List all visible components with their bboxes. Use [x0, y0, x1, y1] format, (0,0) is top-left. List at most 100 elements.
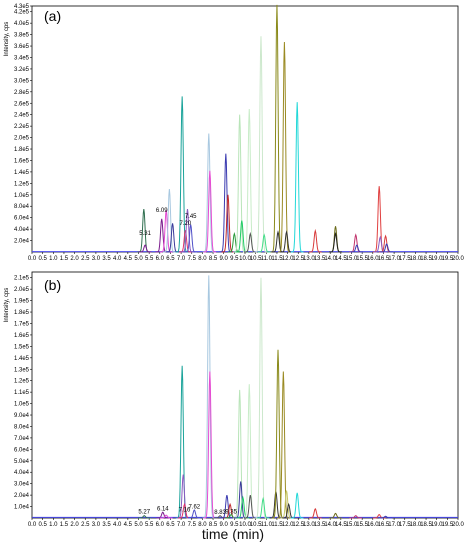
y-tick-label: 1.0e5 [14, 402, 30, 408]
chromatogram-peak [156, 511, 170, 519]
y-tick-label: 2.6e5 [14, 101, 30, 107]
x-tick-label: 4.5 [124, 522, 133, 528]
x-tick-label: 11.0 [261, 256, 273, 262]
x-tick-label: 8.5 [209, 522, 218, 528]
peak-retention-label: 7.62 [188, 504, 200, 510]
peak-retention-label: 7.45 [185, 214, 197, 220]
panel-label: (b) [44, 277, 61, 293]
chromatogram-peak [138, 244, 152, 253]
panel-a-chromatogram: 2.0e4 4.0e4 6.0e4 8.0e4 1.0e5 1.2e5 1.4e5 1.6e5… [4, 4, 464, 262]
y-tick-label: 4.3e5 [14, 4, 30, 10]
x-tick-label: 1.0 [49, 522, 58, 528]
chromatogram-peak [244, 231, 257, 253]
y-tick-label: 1.1e5 [14, 390, 30, 396]
x-tick-label: 7.5 [188, 256, 197, 262]
chromatogram-peak [380, 243, 393, 253]
peak-retention-label: 5.31 [139, 231, 151, 237]
chromatogram-peak [270, 4, 284, 253]
chromatogram-peak [308, 507, 322, 519]
x-tick-label: 0.5 [38, 522, 47, 528]
x-tick-label: 18.5 [420, 256, 432, 262]
x-tick-label: 18.5 [420, 522, 432, 528]
x-tick-label: 15.0 [346, 522, 358, 528]
y-tick-label: 7.0e4 [14, 436, 30, 442]
y-tick-label: 2.0e4 [14, 493, 30, 499]
peak-retention-label: 9.35 [225, 509, 237, 515]
chromatogram-peak [290, 102, 304, 253]
y-tick-label: 3.0e5 [14, 78, 30, 84]
chromatogram-peak [181, 209, 194, 253]
y-tick-label: 1.2e5 [14, 379, 30, 385]
chromatogram-peak [244, 495, 257, 519]
x-tick-label: 20.0 [452, 256, 464, 262]
x-tick-label: 16.5 [378, 522, 390, 528]
y-tick-label: 2.8e5 [14, 90, 30, 96]
x-tick-label: 19.0 [431, 256, 443, 262]
y-tick-label: 3.4e5 [14, 55, 30, 61]
y-tick-label: 9.0e4 [14, 413, 30, 419]
chromatogram-peak [308, 228, 322, 253]
x-tick-label: 12.5 [292, 256, 304, 262]
chromatogram-peak [256, 496, 270, 519]
x-tick-label: 2.5 [81, 256, 90, 262]
x-tick-label: 5.5 [145, 522, 154, 528]
x-tick-label: 6.5 [166, 256, 175, 262]
x-tick-label: 9.0 [220, 256, 229, 262]
peak-retention-label: 7.16 [179, 508, 191, 514]
x-tick-label: 6.5 [166, 522, 175, 528]
y-tick-label: 1.9e5 [14, 299, 30, 305]
y-tick-label: 1.7e5 [14, 321, 30, 327]
chromatogram-peak [159, 210, 173, 253]
chromatogram-peak [203, 170, 217, 253]
y-tick-label: 1.0e5 [14, 193, 30, 199]
peak-retention-label: 6.14 [157, 507, 169, 513]
y-tick-label: 4.0e4 [14, 470, 30, 476]
y-tick-label: 1.2e5 [14, 181, 30, 187]
x-tick-label: 0.0 [28, 256, 37, 262]
x-tick-label: 8.0 [198, 256, 207, 262]
y-tick-label: 3.2e5 [14, 67, 30, 73]
x-tick-label: 19.5 [442, 522, 454, 528]
x-tick-label: 17.5 [399, 256, 411, 262]
x-tick-label: 8.5 [209, 256, 218, 262]
x-tick-label: 10.0 [239, 522, 251, 528]
y-tick-label: 1.8e5 [14, 310, 30, 316]
x-tick-label: 15.5 [356, 522, 368, 528]
x-tick-label: 3.0 [92, 256, 101, 262]
chromatogram-peak [155, 218, 169, 253]
chromatogram-peak [329, 231, 342, 253]
x-tick-label: 3.0 [92, 522, 101, 528]
plot-frame [31, 5, 459, 253]
y-tick-label: 1.4e5 [14, 170, 30, 176]
chromatogram-peak [349, 233, 363, 253]
chromatogram-peak [257, 233, 271, 253]
y-tick-label: 2.0e5 [14, 136, 30, 142]
x-tick-label: 14.5 [335, 256, 347, 262]
x-tick-label: 16.5 [378, 256, 390, 262]
x-tick-label: 12.0 [282, 522, 294, 528]
x-tick-label: 11.5 [271, 522, 283, 528]
peak-retention-label: 5.27 [138, 509, 150, 515]
x-tick-label: 3.5 [102, 522, 111, 528]
x-tick-label: 13.0 [303, 522, 315, 528]
x-tick-label: 4.0 [113, 522, 122, 528]
y-tick-label: 4.2e5 [14, 10, 30, 16]
x-tick-label: 12.5 [292, 522, 304, 528]
y-tick-label: 8.0e4 [14, 424, 30, 430]
x-tick-label: 16.0 [367, 256, 379, 262]
chromatogram-peak [329, 226, 342, 253]
panel-b-chromatogram: 1.0e4 2.0e4 3.0e4 4.0e4 5.0e4 6.0e4 7.0e4 8.0e4… [4, 271, 464, 528]
x-tick-label: 7.0 [177, 522, 186, 528]
y-axis-label: Intensity, cps [4, 22, 10, 57]
x-tick-label: 1.5 [60, 256, 69, 262]
chromatogram-peak [254, 36, 268, 253]
chromatogram-peak [220, 495, 234, 519]
x-tick-label: 17.5 [399, 522, 411, 528]
x-tick-label: 6.0 [156, 522, 165, 528]
x-tick-label: 10.5 [250, 522, 262, 528]
y-tick-label: 1.6e5 [14, 158, 30, 164]
y-tick-label: 5.0e4 [14, 459, 30, 465]
chromatogram-peak [290, 492, 304, 519]
x-tick-label: 14.5 [335, 522, 347, 528]
y-tick-label: 8.0e4 [14, 204, 30, 210]
